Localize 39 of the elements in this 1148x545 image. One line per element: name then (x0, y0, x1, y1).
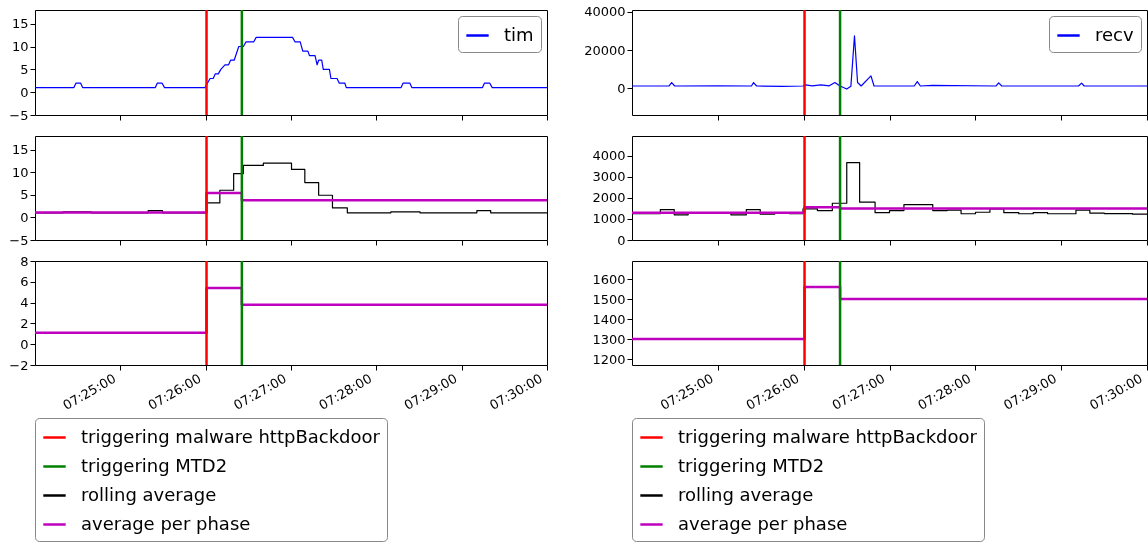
y-tick-label: 5 (20, 61, 29, 77)
y-tick-label: −5 (9, 232, 29, 248)
y-tick-label: 1300 (592, 331, 626, 347)
y-tick-label: 15 (11, 16, 29, 32)
legend-label: triggering MTD2 (81, 454, 228, 476)
y-tick-label: 0 (20, 84, 29, 100)
y-tick-label: 1500 (592, 291, 626, 307)
y-tick-label: −5 (9, 107, 29, 123)
y-tick-label: 6 (20, 274, 29, 290)
y-tick-label: 0 (617, 80, 626, 96)
y-tick-label: 3000 (592, 169, 626, 185)
y-tick-label: 0 (20, 209, 29, 225)
y-tick-label: 5 (20, 187, 29, 203)
legend-label: average per phase (678, 512, 848, 534)
y-tick-label: 0 (20, 336, 29, 352)
legend-label: rolling average (81, 483, 217, 505)
legend-label: rolling average (678, 483, 814, 505)
legend-label: average per phase (81, 512, 251, 534)
y-tick-label: −2 (9, 357, 29, 373)
y-tick-label: 20000 (584, 42, 626, 58)
y-tick-label: 1000 (592, 211, 626, 227)
legend-label: triggering malware httpBackdoor (678, 425, 978, 447)
y-tick-label: 4000 (592, 148, 626, 164)
y-tick-label: 4 (20, 295, 29, 311)
y-tick-label: 2 (20, 315, 29, 331)
legend-label: tim (504, 23, 534, 45)
y-tick-label: 40000 (584, 4, 626, 20)
legend-label: recv (1095, 23, 1134, 45)
y-tick-label: 1400 (592, 311, 626, 327)
y-tick-label: 8 (20, 253, 29, 269)
y-tick-label: 10 (11, 164, 29, 180)
y-tick-label: 1200 (592, 351, 626, 367)
y-tick-label: 10 (11, 39, 29, 55)
y-tick-label: 15 (11, 142, 29, 158)
y-tick-label: 1600 (592, 271, 626, 287)
legend-label: triggering malware httpBackdoor (81, 425, 381, 447)
y-tick-label: 2000 (592, 190, 626, 206)
legend-label: triggering MTD2 (678, 454, 825, 476)
y-tick-label: 0 (617, 232, 626, 248)
